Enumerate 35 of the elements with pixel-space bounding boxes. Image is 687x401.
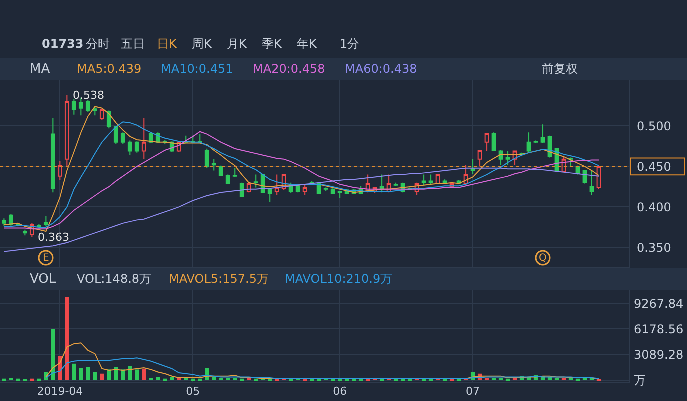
x-tick-label: 07 [466, 385, 480, 398]
text: 1分 [340, 37, 360, 51]
text: VOL:148.8万 [77, 272, 152, 286]
text: 前复权 [542, 62, 578, 76]
text: 01733 [42, 37, 84, 51]
chart-title: VOL [30, 272, 57, 287]
text: MAVOL10:210.9万 [285, 272, 393, 286]
x-tick-label: 06 [333, 385, 348, 398]
y-tick-label: 6178.56 [634, 322, 684, 336]
text: 周K [192, 37, 213, 51]
annotation: E [43, 253, 50, 264]
text: MAVOL5:157.5万 [169, 272, 269, 286]
x-tick-label: 05 [186, 385, 200, 398]
y-tick-label: 0.350 [637, 240, 672, 255]
y-tick-label: 0.450 [637, 160, 672, 174]
text: 年K [297, 37, 318, 51]
text: MA10:0.451 [161, 62, 234, 76]
y-tick-label: 0.500 [637, 119, 672, 134]
x-tick-label: 2019-04 [37, 385, 84, 398]
annotation: 0.538 [73, 89, 104, 102]
y-tick-label: 0.400 [637, 200, 672, 214]
annotation: 0.363 [38, 231, 70, 244]
text: 分时 [86, 37, 110, 51]
text: MA60:0.438 [345, 62, 418, 76]
text: 季K [262, 37, 283, 51]
annotation: Q [539, 253, 547, 264]
y-tick-label: 3089.28 [634, 348, 684, 362]
text: MA5:0.439 [77, 62, 142, 76]
text: MA20:0.458 [253, 62, 326, 76]
text: 月K [227, 37, 248, 51]
y-tick-label: 万 [634, 374, 646, 388]
y-tick-label: 9267.84 [634, 296, 684, 311]
text: 日K [157, 37, 178, 51]
chart-title: MA [30, 62, 50, 77]
text: 五日 [121, 37, 145, 51]
